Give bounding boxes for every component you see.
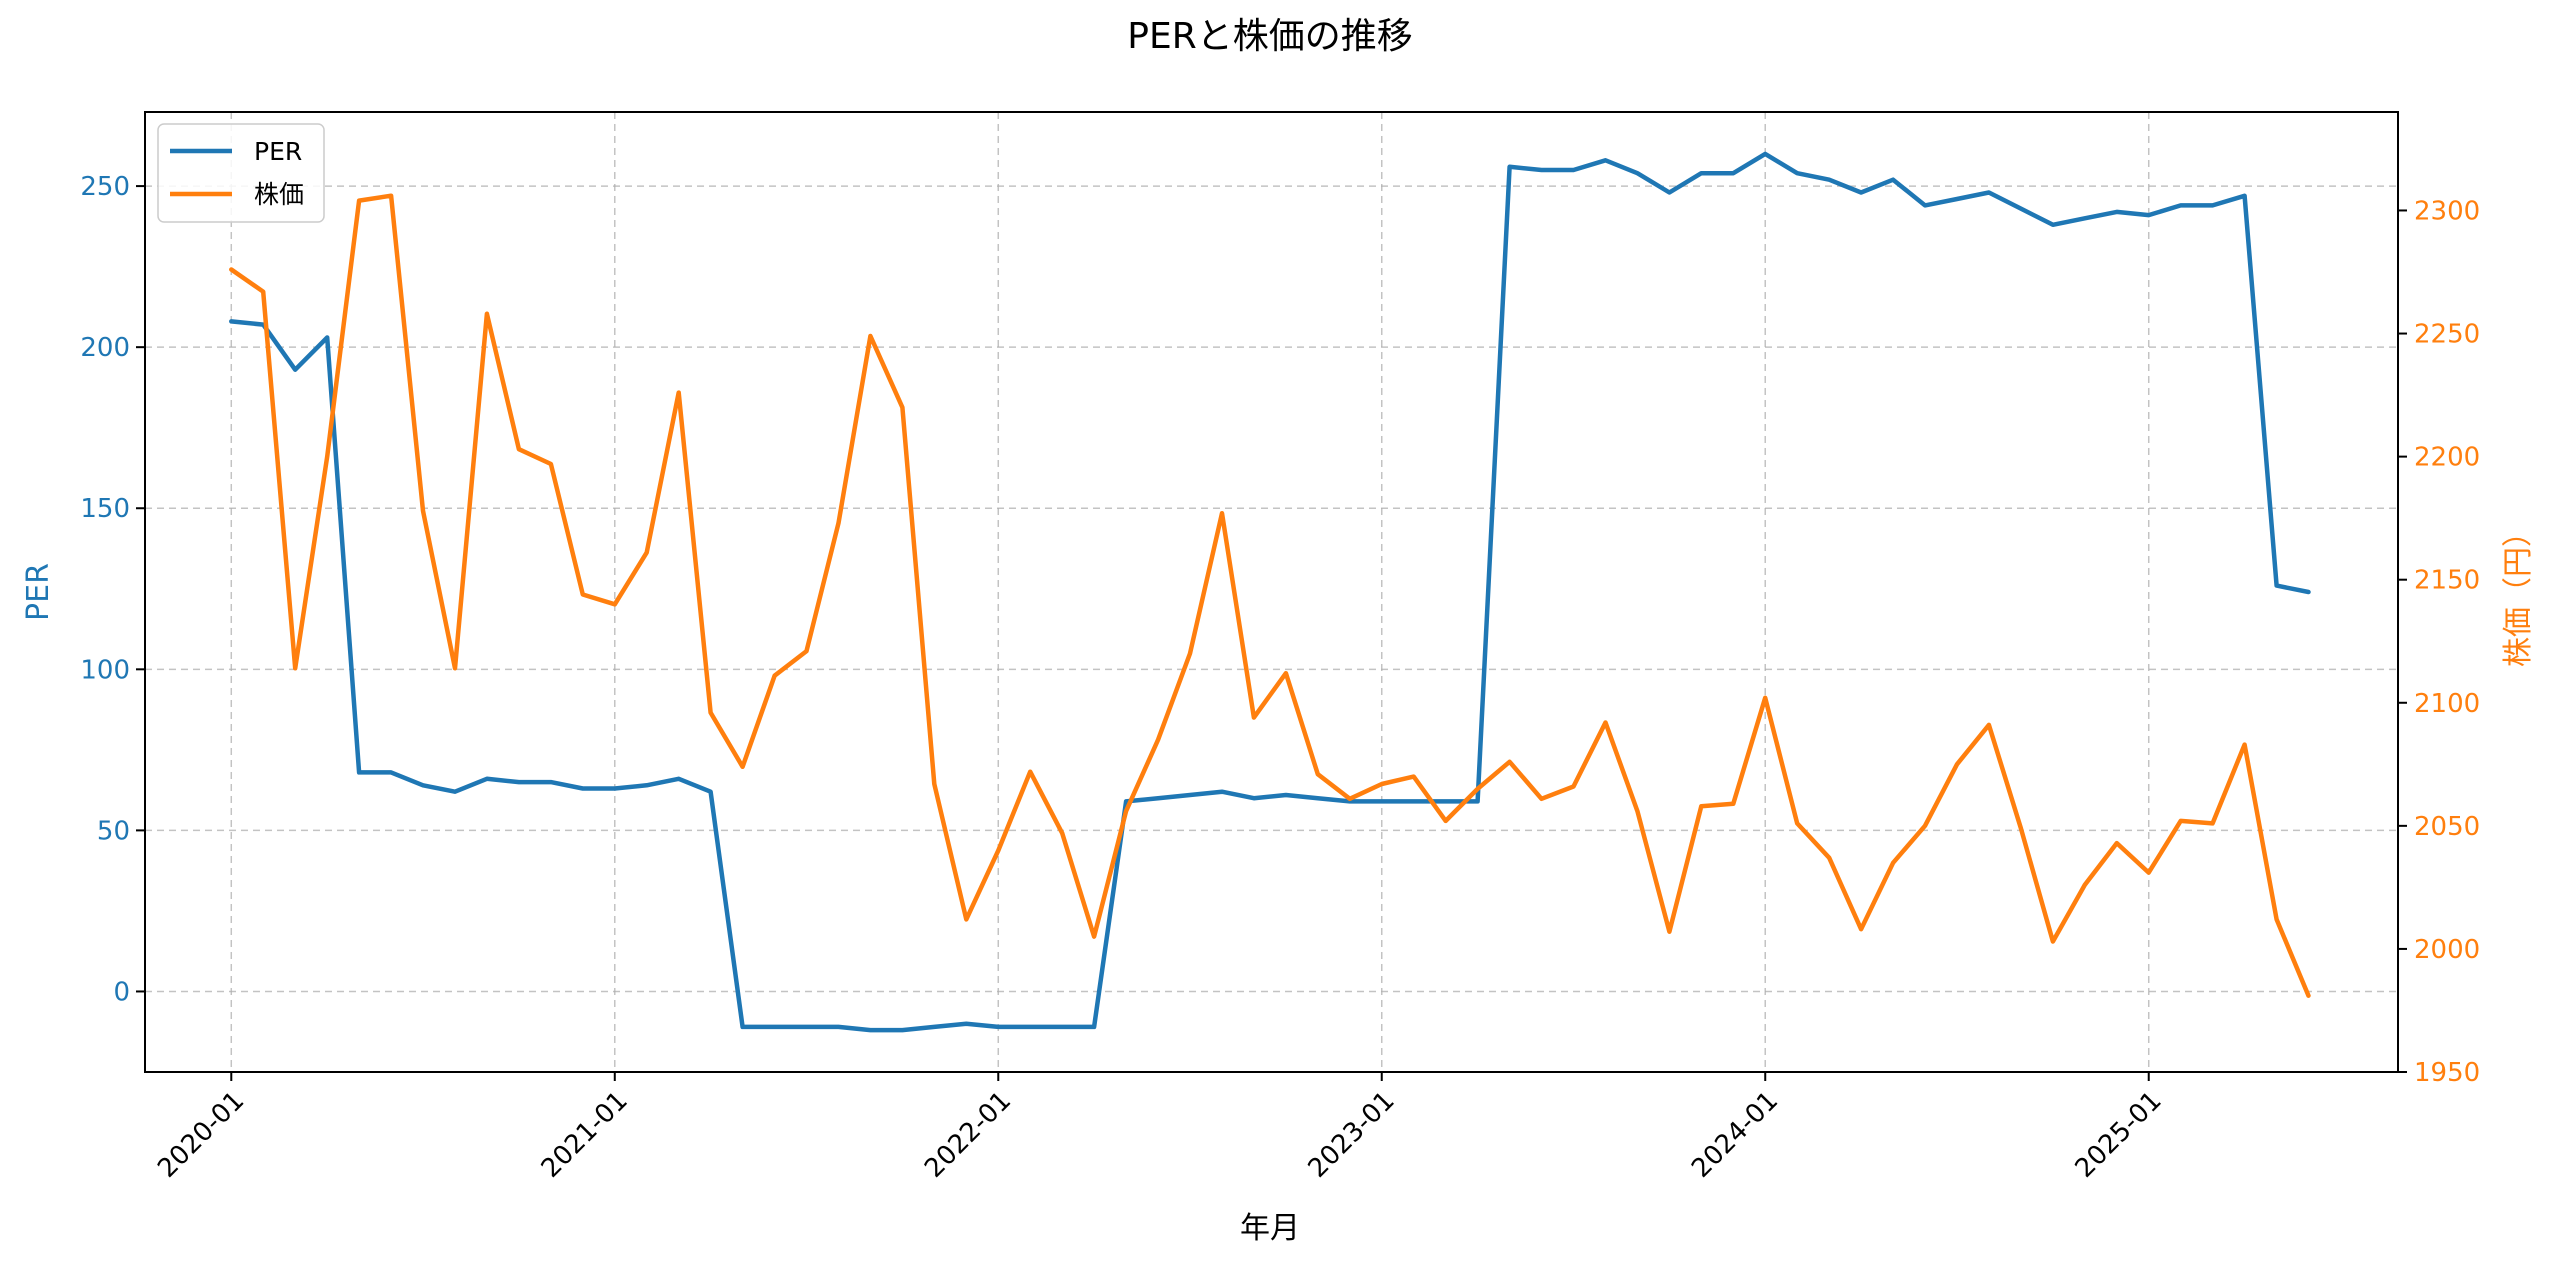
x-tick-label-2024-01: 2024-01 bbox=[1686, 1086, 1784, 1184]
left-axis-title: PER bbox=[21, 563, 56, 621]
left-tick-label-100: 100 bbox=[80, 655, 130, 685]
series-line-per bbox=[229, 151, 2311, 1033]
x-tick-label-2023-01: 2023-01 bbox=[1303, 1086, 1401, 1184]
right-tick-label-2150: 2150 bbox=[2414, 566, 2480, 596]
left-tick-label-200: 200 bbox=[80, 333, 130, 363]
series-layer bbox=[229, 151, 2311, 1033]
x-tick-label-2025-01: 2025-01 bbox=[2070, 1086, 2168, 1184]
right-tick-label-2050: 2050 bbox=[2414, 812, 2480, 842]
x-axis: 2020-01 2021-01 2022-01 2023-01 2024-01 2025-… bbox=[152, 1072, 2168, 1184]
legend-label-price: 株価 bbox=[254, 180, 304, 209]
right-tick-label-2100: 2100 bbox=[2414, 689, 2480, 719]
left-tick-label-250: 250 bbox=[80, 172, 130, 202]
series-line-price bbox=[229, 193, 2311, 998]
x-tick-label-2022-01: 2022-01 bbox=[919, 1086, 1017, 1184]
plot-frame bbox=[144, 111, 2399, 1073]
legend: PER 株価 bbox=[157, 123, 325, 223]
right-axis-title: 株価（円） bbox=[2501, 517, 2536, 667]
x-tick-label-2020-01: 2020-01 bbox=[152, 1086, 250, 1184]
right-tick-label-2250: 2250 bbox=[2414, 320, 2480, 350]
legend-label-per: PER bbox=[254, 137, 302, 166]
right-tick-label-2300: 2300 bbox=[2414, 196, 2480, 226]
legend-box bbox=[157, 123, 325, 223]
left-tick-label-150: 150 bbox=[80, 494, 130, 524]
chart-title: PERと株価の推移 bbox=[1127, 16, 1412, 57]
right-tick-label-2000: 2000 bbox=[2414, 935, 2480, 965]
right-y-axis: 1950 2000 2050 2100 2150 2200 2250 2300 bbox=[2398, 196, 2480, 1088]
left-y-axis: 0 50 100 150 200 250 bbox=[80, 172, 145, 1007]
right-tick-label-2200: 2200 bbox=[2414, 443, 2480, 473]
right-tick-label-1950: 1950 bbox=[2414, 1058, 2480, 1088]
x-tick-label-2021-01: 2021-01 bbox=[536, 1086, 634, 1184]
x-axis-title: 年月 bbox=[1240, 1211, 1300, 1246]
left-tick-label-0: 0 bbox=[113, 977, 130, 1007]
left-tick-label-50: 50 bbox=[97, 816, 130, 846]
